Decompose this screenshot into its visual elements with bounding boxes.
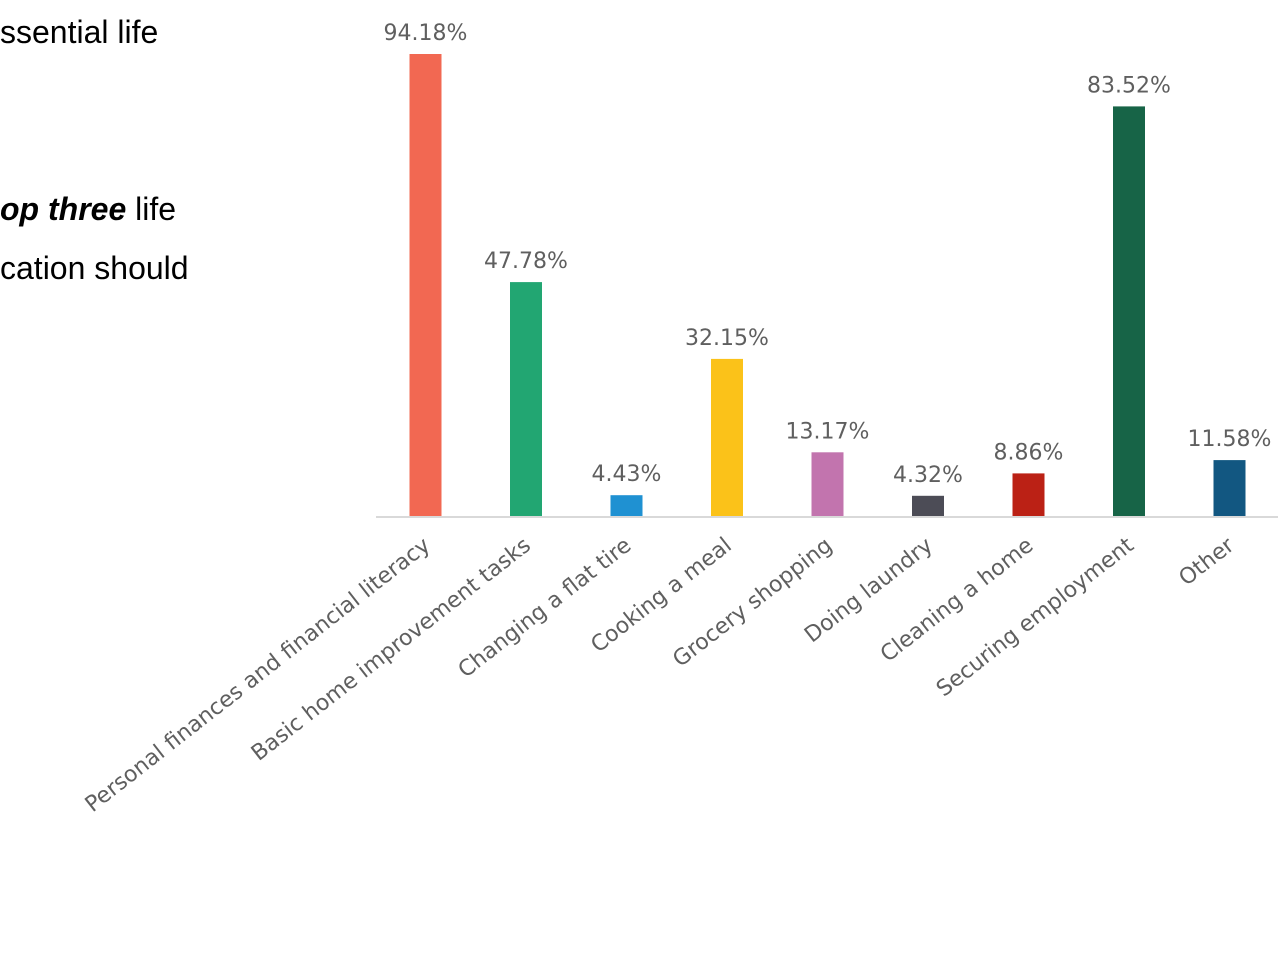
intro-text-line-3: cation should [0,250,189,286]
intro-text-emphasis: op three [0,191,127,227]
category-label-3: Changing a flat tire [454,533,636,683]
bars-layer [409,54,1246,518]
data-label-1: 94.18% [384,21,468,46]
data-label-2: 47.78% [484,249,568,274]
bar-5 [811,452,844,517]
data-label-7: 8.86% [994,440,1064,465]
data-label-4: 32.15% [685,326,769,351]
data-labels-layer: 94.18% 47.78% 4.43% 32.15% 13.17% 4.32% 8.86% 8… [384,21,1272,488]
bar-9 [1213,460,1246,517]
data-label-9: 11.58% [1188,427,1272,452]
category-label-9: Other [1175,532,1240,591]
bar-1 [409,54,442,517]
data-label-5: 13.17% [786,419,870,444]
bar-6 [912,495,944,517]
bar-3 [610,495,643,517]
intro-text-line-2: op three life [0,193,176,225]
data-label-3: 4.43% [592,462,662,487]
category-labels-layer: Personal finances and financial literacy… [81,532,1240,817]
bar-8 [1113,106,1145,518]
data-label-6: 4.32% [893,463,963,488]
intro-text-line-1: ssential life [0,14,159,50]
category-label-1: Personal finances and financial literacy [81,533,435,818]
intro-text-line-2-rest: life [126,191,177,227]
category-label-8: Securing employment [932,533,1139,702]
data-label-8: 83.52% [1087,73,1171,98]
bar-2 [510,282,542,517]
bar-4 [711,358,743,517]
bar-7 [1012,473,1045,517]
